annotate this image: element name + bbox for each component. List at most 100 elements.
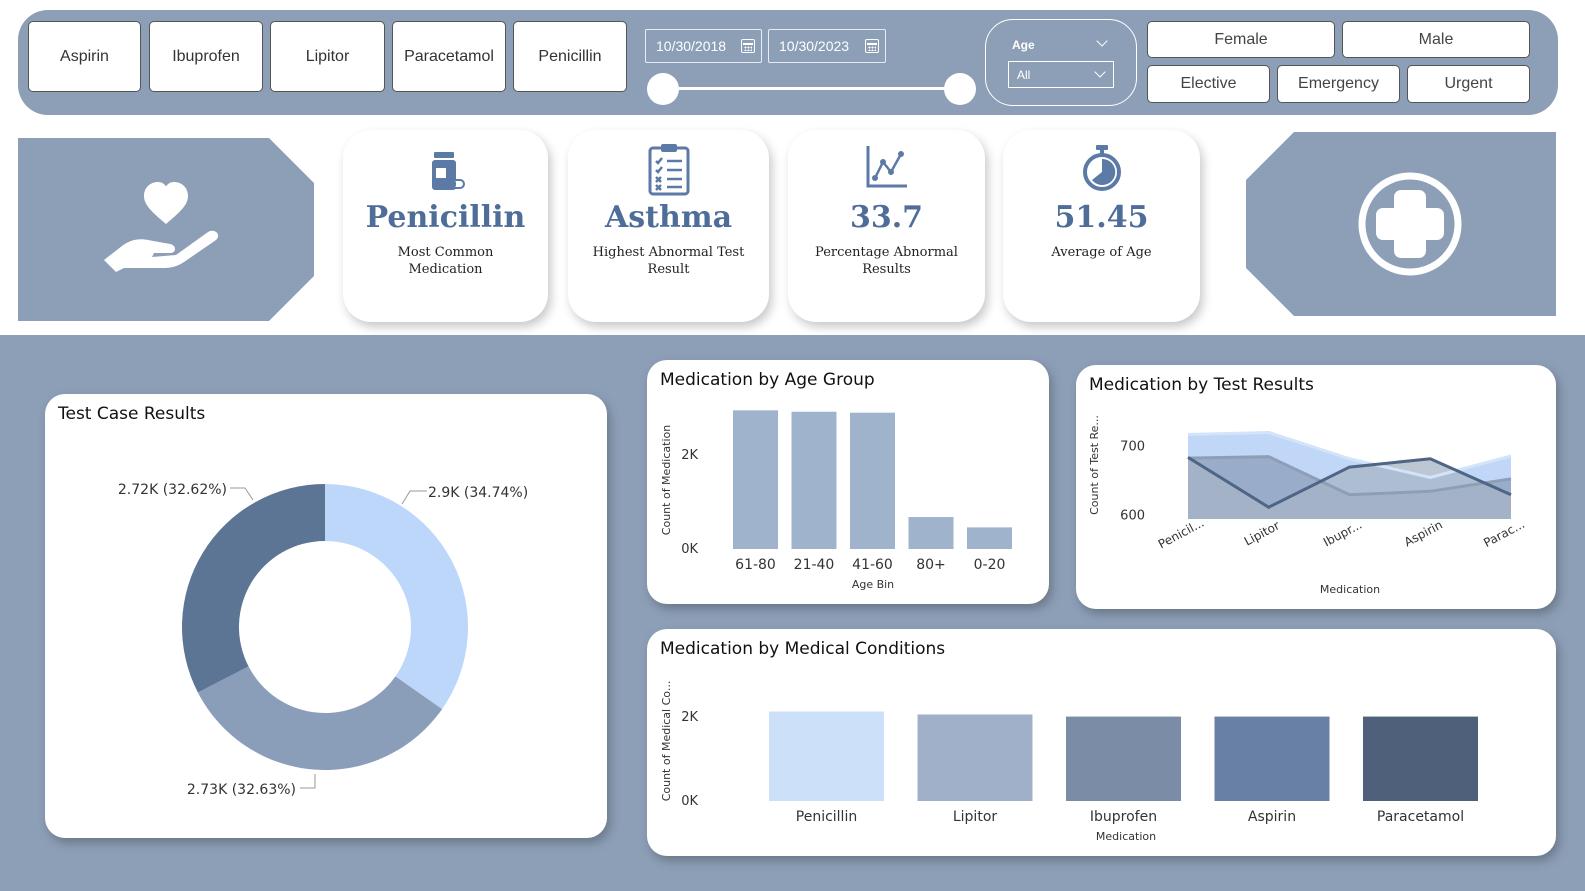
kpi-value: Asthma xyxy=(604,200,733,235)
y-axis-label: Count of Medication xyxy=(660,425,673,535)
x-tick-label: 41-60 xyxy=(852,557,893,573)
x-axis-label: Medication xyxy=(1320,583,1380,596)
gender-filter-female[interactable]: Female xyxy=(1147,21,1335,58)
age-dropdown-value: All xyxy=(1017,68,1031,82)
kpi-value: 33.7 xyxy=(849,200,924,235)
medication-filter-aspirin[interactable]: Aspirin xyxy=(28,21,141,92)
kpi-label: Percentage Abnormal Results xyxy=(815,245,958,277)
kpi-label: Most Common Medication xyxy=(397,245,494,277)
donut-slice-2[interactable] xyxy=(197,666,443,770)
donut-slice-3[interactable] xyxy=(182,484,325,693)
date-range-start-handle[interactable] xyxy=(647,73,679,105)
chart-title: Medication by Medical Conditions xyxy=(660,639,946,659)
area-series-3[interactable] xyxy=(1188,457,1511,519)
kpi-card-percentage-abnormal: 33.7 Percentage Abnormal Results xyxy=(788,130,985,322)
kpi-label: Average of Age xyxy=(1051,245,1152,260)
age-slicer-title: Age xyxy=(1012,38,1035,52)
date-range-end-handle[interactable] xyxy=(944,73,976,105)
admission-filter-urgent[interactable]: Urgent xyxy=(1407,65,1530,103)
medication-filter-paracetamol[interactable]: Paracetamol xyxy=(392,21,506,92)
x-tick-label: Paracetamol xyxy=(1377,809,1464,825)
x-tick-label: 0-20 xyxy=(974,557,1006,573)
y-tick-label: 0K xyxy=(681,794,698,809)
kpi-card-most-common-medication: Penicillin Most Common Medication xyxy=(343,130,548,322)
bar-Paracetamol[interactable] xyxy=(1363,716,1478,801)
x-tick-label: Lipitor xyxy=(1242,518,1282,548)
test-case-results-panel: Test Case Results 2.9K (34.74%) 2.73K (3… xyxy=(45,394,607,838)
admission-filter-emergency[interactable]: Emergency xyxy=(1277,65,1400,103)
line-series-2 xyxy=(1187,455,1512,497)
medication-by-medical-conditions-panel: Medication by Medical Conditions Count o… xyxy=(647,629,1556,856)
age-slicer: Age All xyxy=(985,19,1137,106)
x-tick-label: 21-40 xyxy=(794,557,835,573)
calendar-icon[interactable] xyxy=(865,39,879,53)
x-tick-label: Ibuprofen xyxy=(1090,809,1157,825)
bar-Ibuprofen[interactable] xyxy=(1066,716,1181,801)
medication-by-medical-conditions-chart: Count of Medical Co... Medication 0K 2K Pe… xyxy=(660,681,1478,843)
gender-filter-male[interactable]: Male xyxy=(1342,21,1530,58)
donut-slice-1[interactable] xyxy=(325,484,468,710)
donut-label-2: 2.73K (32.63%) xyxy=(187,774,316,798)
bar-Lipitor[interactable] xyxy=(917,714,1033,801)
kpi-value: Penicillin xyxy=(365,200,526,235)
bar-21-40[interactable] xyxy=(791,411,837,549)
chart-title: Medication by Age Group xyxy=(660,370,875,390)
heart-hand-icon xyxy=(104,182,219,272)
medication-filter-penicillin[interactable]: Penicillin xyxy=(513,21,627,92)
bar-80+[interactable] xyxy=(908,517,954,549)
stopwatch-icon xyxy=(1082,145,1121,191)
x-tick-label: Penicil... xyxy=(1156,516,1207,552)
medication-filter-ibuprofen[interactable]: Ibuprofen xyxy=(149,21,263,92)
medication-by-test-results-panel: Medication by Test Results Count of Test… xyxy=(1076,365,1556,609)
kpi-card-average-age: 51.45 Average of Age xyxy=(1003,130,1200,322)
x-tick-label: 80+ xyxy=(916,557,946,573)
x-tick-label: 61-80 xyxy=(735,557,776,573)
line-chart-icon xyxy=(866,146,907,188)
data-label: 2.73K (32.63%) xyxy=(187,782,296,798)
x-tick-label: Aspirin xyxy=(1402,518,1445,550)
decor-panel-left xyxy=(18,138,314,321)
clipboard-checklist-icon xyxy=(648,144,689,196)
bar-41-60[interactable] xyxy=(850,412,895,549)
end-date-value: 10/30/2023 xyxy=(779,38,850,54)
start-date-input[interactable]: 10/30/2018 xyxy=(645,29,762,63)
kpi-value: 51.45 xyxy=(1054,200,1149,235)
line-series-3 xyxy=(1187,456,1512,509)
y-axis-label: Count of Test Re... xyxy=(1088,415,1101,515)
bar-0-20[interactable] xyxy=(967,527,1012,549)
x-axis-label: Medication xyxy=(1096,830,1156,843)
y-tick-label: 2K xyxy=(681,448,698,463)
y-tick-label: 2K xyxy=(681,710,698,725)
chevron-down-icon[interactable] xyxy=(1096,35,1108,47)
bar-Aspirin[interactable] xyxy=(1214,716,1330,801)
end-date-input[interactable]: 10/30/2023 xyxy=(768,29,886,63)
test-case-results-chart: 2.9K (34.74%) 2.73K (32.63%) 2.72K (32.6… xyxy=(118,482,528,798)
y-tick-label: 0K xyxy=(681,542,698,557)
calendar-icon[interactable] xyxy=(741,39,755,53)
y-tick-label: 600 xyxy=(1120,509,1145,524)
x-tick-label: Lipitor xyxy=(953,809,998,825)
bar-Penicillin[interactable] xyxy=(769,711,884,801)
x-tick-label: Parac... xyxy=(1481,517,1527,550)
age-dropdown[interactable]: All xyxy=(1008,61,1114,88)
kpi-card-highest-abnormal-test: Asthma Highest Abnormal Test Result xyxy=(568,130,769,322)
medicine-bottle-icon xyxy=(431,152,465,190)
data-label: 2.72K (32.62%) xyxy=(118,482,227,498)
date-range-slider-track[interactable] xyxy=(663,87,960,90)
y-tick-label: 700 xyxy=(1120,439,1145,454)
start-date-value: 10/30/2018 xyxy=(656,38,727,54)
chevron-down-icon xyxy=(1094,66,1106,78)
decor-panel-right xyxy=(1246,132,1556,316)
donut-label-1: 2.9K (34.74%) xyxy=(401,485,528,505)
data-label: 2.9K (34.74%) xyxy=(428,485,528,501)
medication-filter-lipitor[interactable]: Lipitor xyxy=(270,21,385,92)
medication-by-age-group-panel: Medication by Age Group Count of Medicat… xyxy=(647,360,1049,604)
x-axis-label: Age Bin xyxy=(852,578,894,591)
bar-61-80[interactable] xyxy=(733,410,778,549)
admission-filter-elective[interactable]: Elective xyxy=(1147,65,1270,103)
plus-circle-icon xyxy=(1358,172,1462,276)
chart-title: Test Case Results xyxy=(58,404,206,424)
x-tick-label: Ibupr... xyxy=(1321,518,1364,550)
donut-label-3: 2.72K (32.62%) xyxy=(118,482,254,501)
x-tick-label: Aspirin xyxy=(1248,809,1296,825)
